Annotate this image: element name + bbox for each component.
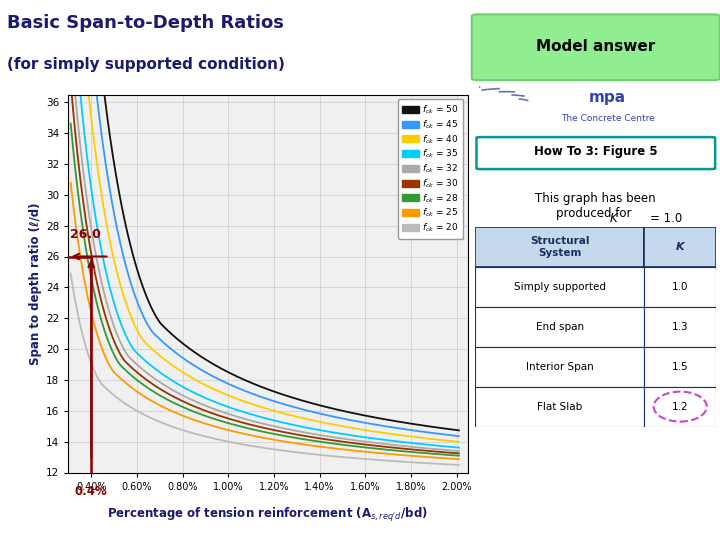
FancyBboxPatch shape	[477, 137, 715, 169]
Y-axis label: Span to depth ratio (ℓ/d): Span to depth ratio (ℓ/d)	[29, 202, 42, 364]
Text: K: K	[676, 242, 685, 252]
Text: 1.3: 1.3	[672, 322, 688, 332]
Bar	[475, 307, 644, 347]
Bar	[475, 227, 644, 267]
Text: Basic Span-to-Depth Ratios: Basic Span-to-Depth Ratios	[7, 14, 284, 31]
Text: Simply supported: Simply supported	[513, 282, 606, 292]
Text: 26.0: 26.0	[70, 228, 100, 241]
Text: 1.2: 1.2	[672, 402, 688, 411]
Text: mpa: mpa	[589, 90, 626, 105]
Bar	[475, 347, 644, 387]
FancyBboxPatch shape	[472, 15, 720, 80]
Text: Structural
System: Structural System	[530, 236, 590, 258]
Bar	[475, 387, 644, 427]
Legend: $f_{ck}$ = 50, $f_{ck}$ = 45, $f_{ck}$ = 40, $f_{ck}$ = 35, $f_{ck}$ = 32, $f_{c: $f_{ck}$ = 50, $f_{ck}$ = 45, $f_{ck}$ =…	[398, 99, 464, 239]
Text: Percentage of tension reinforcement (A$_{s,req'd}$/bd): Percentage of tension reinforcement (A$_…	[107, 506, 428, 524]
Text: Model answer: Model answer	[536, 38, 655, 53]
Text: This graph has been
produced for: This graph has been produced for	[536, 192, 656, 220]
Text: (for simply supported condition): (for simply supported condition)	[7, 57, 285, 72]
Text: K: K	[610, 212, 618, 225]
Text: 1.0: 1.0	[672, 282, 688, 292]
Bar	[644, 387, 716, 427]
Text: The Concrete Centre: The Concrete Centre	[561, 114, 654, 123]
Bar	[644, 267, 716, 307]
Text: Interior Span: Interior Span	[526, 362, 593, 372]
Bar	[644, 347, 716, 387]
Text: 1.5: 1.5	[672, 362, 688, 372]
Bar	[644, 227, 716, 267]
Text: How To 3: Figure 5: How To 3: Figure 5	[534, 145, 657, 158]
Text: = 1.0: = 1.0	[649, 212, 682, 225]
Text: 0.4%: 0.4%	[75, 485, 107, 498]
Text: End span: End span	[536, 322, 584, 332]
Bar	[644, 307, 716, 347]
Bar	[475, 267, 644, 307]
Text: Flat Slab: Flat Slab	[537, 402, 582, 411]
